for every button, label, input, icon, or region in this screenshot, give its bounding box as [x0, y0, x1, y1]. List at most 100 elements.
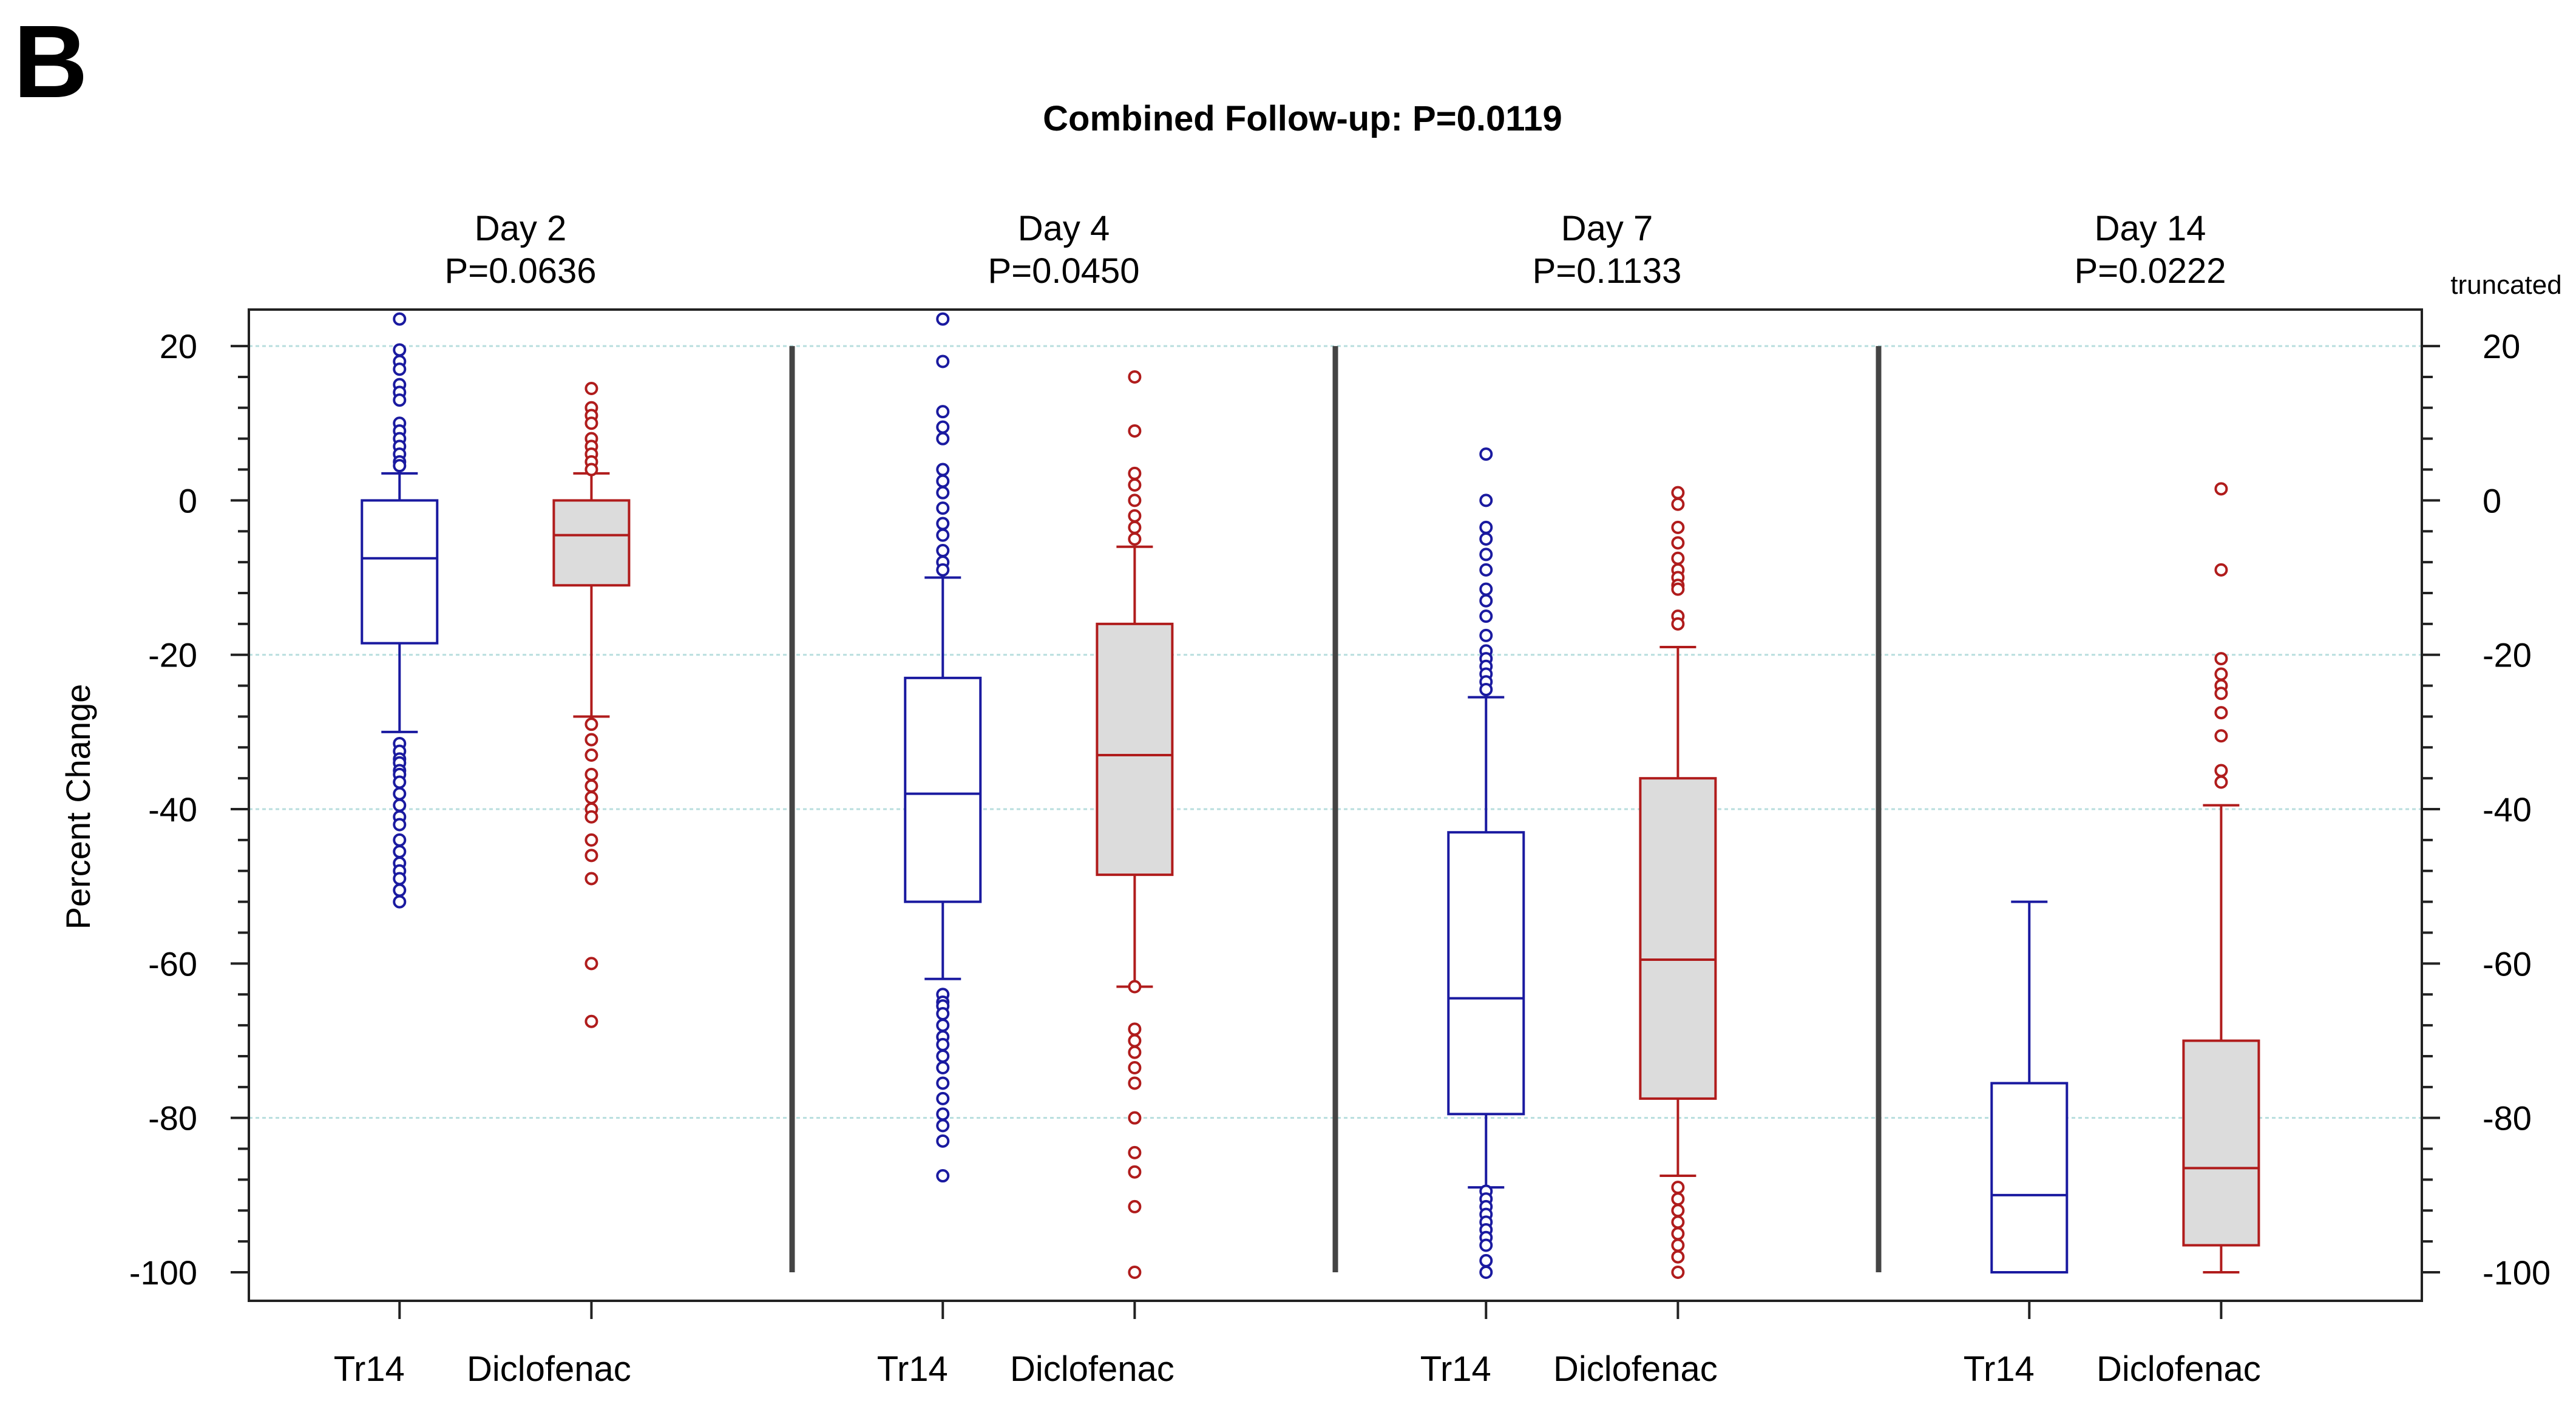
box-tr14 — [1990, 1082, 2069, 1273]
outlier-point-diclofenac — [2214, 687, 2228, 700]
outlier-point-tr14 — [1479, 682, 1493, 696]
outlier-point-tr14 — [936, 1107, 950, 1121]
outlier-point-tr14 — [936, 354, 950, 368]
outlier-point-tr14 — [1479, 532, 1493, 546]
outlier-point-tr14 — [393, 798, 407, 812]
outlier-point-diclofenac — [585, 463, 598, 476]
y-tick-label-left: 20 — [160, 327, 197, 365]
y-tick-label-left: 0 — [178, 481, 197, 520]
outlier-point-diclofenac — [1671, 536, 1685, 550]
outlier-point-diclofenac — [2214, 729, 2228, 743]
outlier-point-tr14 — [1479, 520, 1493, 534]
outlier-point-diclofenac — [2214, 667, 2228, 681]
outlier-point-diclofenac — [1671, 1215, 1685, 1229]
y-tick-label-right: -80 — [2483, 1099, 2532, 1138]
outlier-point-tr14 — [936, 1169, 950, 1183]
outlier-point-tr14 — [1479, 493, 1493, 507]
outlier-point-tr14 — [1479, 582, 1493, 596]
plot-frame — [248, 308, 2423, 1302]
y-tick-label-left: -40 — [148, 790, 197, 829]
chart-title: Combined Follow-up: P=0.0119 — [1043, 99, 1562, 138]
outlier-point-tr14 — [1479, 609, 1493, 623]
outlier-point-diclofenac — [2214, 482, 2228, 496]
outlier-point-tr14 — [1479, 548, 1493, 561]
outlier-point-diclofenac — [1128, 1061, 1142, 1075]
outlier-point-diclofenac — [1671, 1192, 1685, 1206]
y-tick-label-left: -100 — [129, 1253, 197, 1292]
box-tr14 — [1447, 831, 1525, 1116]
outlier-point-diclofenac — [585, 833, 598, 847]
outlier-point-tr14 — [936, 474, 950, 488]
box-tr14 — [904, 676, 982, 903]
panel-day-label: Day 14 — [2095, 209, 2206, 248]
outlier-point-tr14 — [393, 844, 407, 858]
x-tick-label-tr14: Tr14 — [1420, 1349, 1491, 1389]
panel-p-value: P=0.0450 — [988, 251, 1140, 291]
outlier-point-diclofenac — [1128, 493, 1142, 507]
outlier-point-diclofenac — [1128, 1199, 1142, 1213]
box-diclofenac — [1639, 777, 1717, 1100]
outlier-point-diclofenac — [1128, 424, 1142, 438]
box-diclofenac — [552, 499, 631, 587]
outlier-point-tr14 — [393, 787, 407, 801]
outlier-point-diclofenac — [585, 416, 598, 430]
outlier-point-tr14 — [936, 544, 950, 558]
panel-letter: B — [13, 4, 88, 120]
outlier-point-diclofenac — [1671, 497, 1685, 511]
outlier-point-diclofenac — [1128, 1111, 1142, 1125]
outlier-point-diclofenac — [1128, 520, 1142, 534]
outlier-point-tr14 — [936, 528, 950, 542]
y-tick-label-left: -20 — [148, 636, 197, 674]
x-tick-label-diclofenac: Diclofenac — [467, 1349, 631, 1389]
y-tick-label-right: -100 — [2483, 1253, 2551, 1292]
outlier-point-diclofenac — [585, 382, 598, 396]
outlier-point-tr14 — [1479, 1238, 1493, 1252]
y-tick-label-right: 20 — [2483, 327, 2520, 365]
outlier-point-tr14 — [936, 1037, 950, 1051]
outlier-point-tr14 — [936, 1091, 950, 1105]
panel-day-label: Day 7 — [1561, 209, 1653, 248]
plot-area: -100 -100 -80 -80 -60 -60 -40 -40 -20 -20 0 0 20 20 Da… — [129, 209, 2551, 1389]
outlier-point-diclofenac — [2214, 775, 2228, 789]
x-tick-label-diclofenac: Diclofenac — [1010, 1349, 1174, 1389]
outlier-point-tr14 — [1479, 563, 1493, 577]
outlier-point-diclofenac — [1671, 582, 1685, 596]
outlier-point-diclofenac — [1671, 486, 1685, 500]
outlier-point-tr14 — [936, 517, 950, 531]
outlier-point-diclofenac — [585, 748, 598, 762]
outlier-point-diclofenac — [1128, 532, 1142, 546]
outlier-point-diclofenac — [1671, 520, 1685, 534]
outlier-point-diclofenac — [585, 767, 598, 781]
outlier-point-tr14 — [393, 459, 407, 473]
panel-day-label: Day 2 — [475, 209, 567, 248]
outlier-point-tr14 — [936, 1049, 950, 1063]
outlier-point-tr14 — [393, 872, 407, 886]
y-tick-label-right: -60 — [2483, 944, 2532, 983]
x-tick-label-tr14: Tr14 — [334, 1349, 405, 1389]
outlier-point-diclofenac — [1128, 509, 1142, 523]
outlier-point-tr14 — [1479, 1253, 1493, 1267]
outlier-point-diclofenac — [1671, 1238, 1685, 1252]
outlier-point-diclofenac — [1671, 1181, 1685, 1195]
outlier-point-tr14 — [1479, 447, 1493, 461]
panel-p-value: P=0.0636 — [445, 251, 597, 291]
outlier-point-tr14 — [936, 1007, 950, 1021]
outlier-point-tr14 — [393, 818, 407, 832]
outlier-point-diclofenac — [1128, 1045, 1142, 1059]
outlier-point-diclofenac — [1128, 478, 1142, 492]
outlier-point-tr14 — [1479, 594, 1493, 608]
outlier-point-tr14 — [936, 463, 950, 476]
outlier-point-tr14 — [936, 1061, 950, 1075]
outlier-point-diclofenac — [585, 717, 598, 731]
outlier-point-tr14 — [393, 895, 407, 909]
outlier-point-diclofenac — [1128, 370, 1142, 384]
outlier-point-tr14 — [936, 420, 950, 434]
outlier-point-tr14 — [393, 775, 407, 789]
outlier-point-diclofenac — [1128, 1145, 1142, 1159]
outlier-point-diclofenac — [1128, 1266, 1142, 1279]
x-tick-label-tr14: Tr14 — [1964, 1349, 2035, 1389]
outlier-point-diclofenac — [585, 849, 598, 863]
outlier-point-tr14 — [936, 1134, 950, 1148]
outlier-point-diclofenac — [1128, 1076, 1142, 1090]
outlier-point-tr14 — [936, 405, 950, 419]
